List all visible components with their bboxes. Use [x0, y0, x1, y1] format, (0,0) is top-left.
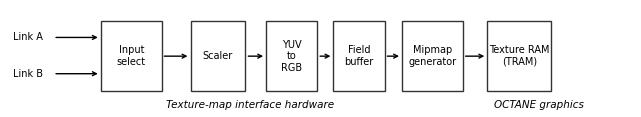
Bar: [487, 21, 551, 91]
Text: Scaler: Scaler: [203, 51, 233, 61]
Bar: [101, 21, 162, 91]
Text: Field
buffer: Field buffer: [344, 45, 374, 67]
Bar: [191, 21, 246, 91]
Text: Input
select: Input select: [117, 45, 146, 67]
Bar: [333, 21, 385, 91]
Text: Mipmap
generator: Mipmap generator: [408, 45, 457, 67]
Text: Link A: Link A: [13, 32, 43, 42]
Text: YUV
to
RGB: YUV to RGB: [281, 40, 302, 73]
Text: Link B: Link B: [13, 69, 43, 79]
Text: Texture RAM
(TRAM): Texture RAM (TRAM): [489, 45, 549, 67]
Text: Texture-map interface hardware: Texture-map interface hardware: [166, 100, 334, 110]
Bar: [266, 21, 317, 91]
Text: OCTANE graphics: OCTANE graphics: [494, 100, 583, 110]
Bar: [403, 21, 463, 91]
